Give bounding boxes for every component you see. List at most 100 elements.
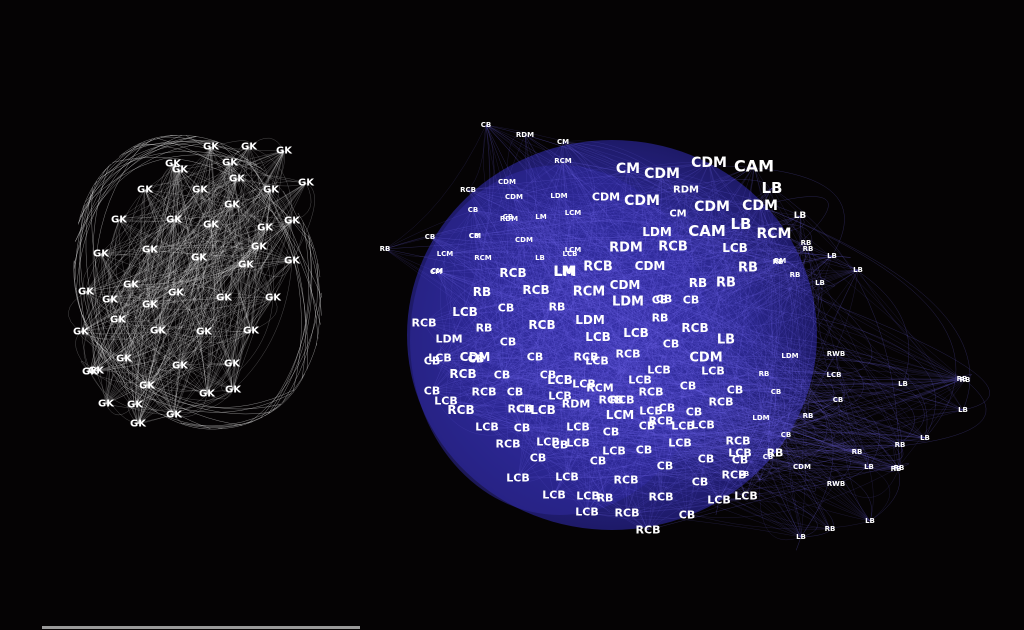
outfield-edge [597, 266, 722, 403]
gk-edge [179, 169, 247, 266]
gk-edge [175, 292, 234, 391]
outfield-edge [625, 265, 656, 481]
outfield-edge [514, 205, 761, 393]
outfield-node-label: RDM [562, 398, 591, 411]
outfield-edge [563, 200, 643, 273]
outfield-edge [627, 353, 769, 458]
outfield-edge [562, 160, 839, 401]
outfield-edge [431, 360, 649, 531]
outfield-edge [460, 301, 629, 411]
outfield-edge [627, 168, 859, 271]
outfield-edge [524, 134, 837, 485]
outfield-edge [646, 355, 791, 427]
outfield-edge [474, 261, 779, 358]
outfield-edge [467, 189, 775, 235]
outfield-edge [534, 230, 708, 358]
gk-edge [137, 169, 181, 425]
goalkeepers-node-label: GK [139, 381, 156, 392]
outfield-edge [685, 189, 742, 225]
outfield-periphery-edge [431, 124, 495, 392]
outfield-edge [537, 443, 741, 459]
outfield-edge [514, 267, 749, 393]
gk-rim-edge [112, 157, 310, 239]
outfield-edge [613, 425, 684, 452]
outfield-edge [483, 181, 509, 393]
gk-edges [68, 134, 323, 430]
goalkeepers-node-label: GK [243, 326, 260, 337]
gk-edge [179, 146, 213, 367]
outfield-edge [542, 395, 809, 417]
gk-edge [80, 150, 285, 333]
outfield-edge [517, 265, 651, 479]
outfield-periphery-edge [540, 216, 629, 401]
outfield-edge [693, 411, 809, 417]
outfield-edge [431, 390, 526, 410]
outfield-edge [605, 196, 859, 271]
outfield-edge [508, 218, 747, 497]
gk-edge [123, 189, 201, 360]
outfield-periphery-edge [643, 355, 802, 451]
outfield-edge [439, 124, 491, 359]
outfield-node-label: CDM [644, 166, 680, 182]
outfield-edge [594, 431, 612, 462]
gk-edge [144, 189, 208, 395]
outfield-edge [435, 271, 521, 410]
outfield-periphery-node-label: LCM [437, 250, 454, 258]
outfield-edge [467, 189, 727, 284]
outfield-edge [583, 378, 668, 409]
outfield-periphery-edge [702, 242, 823, 426]
outfield-node-label: LCB [555, 471, 578, 484]
outfield-edge [483, 327, 871, 522]
gk-edge [137, 220, 293, 425]
outfield-periphery-edge [666, 407, 903, 456]
gk-edge [117, 204, 233, 321]
outfield-edge [639, 269, 859, 381]
outfield-edge [506, 181, 599, 268]
outfield-edge [547, 360, 765, 376]
gk-edge [236, 150, 285, 180]
outfield-edge [583, 269, 859, 385]
gk-edge [179, 365, 208, 395]
outfield-periphery-edge [562, 141, 750, 454]
outfield-edge [534, 356, 900, 469]
outfield-edge [464, 311, 561, 397]
outfield-edge [569, 206, 713, 255]
outfield-edge [572, 212, 963, 380]
outfield-edge [513, 196, 566, 273]
outfield-edge [506, 181, 901, 446]
outfield-edge [505, 307, 762, 419]
outfield-edge [562, 141, 612, 433]
outfield-edge [647, 206, 713, 531]
outfield-edge [626, 389, 736, 514]
gk-edge [157, 162, 231, 332]
outfield-edge [475, 216, 542, 360]
gk-edge [95, 330, 252, 372]
gk-edge [210, 224, 232, 299]
outfield-edge [679, 370, 714, 387]
outfield-edge [474, 235, 641, 381]
outfield-edge [448, 338, 509, 445]
gk-edge [109, 297, 225, 301]
gk-edge [160, 163, 175, 221]
outfield-periphery-edge [694, 260, 819, 329]
outfield-edge [472, 209, 599, 462]
gk-edge [92, 299, 111, 372]
gk-edge [229, 150, 285, 166]
gk-edge [137, 297, 225, 425]
outfield-edge [553, 173, 663, 496]
gk-edge [144, 167, 181, 191]
gk-edge [199, 189, 260, 248]
outfield-edge [524, 134, 781, 262]
goalkeepers-node-label: GK [88, 366, 105, 377]
outfield-edge [559, 200, 643, 381]
gk-edge [157, 330, 233, 365]
outfield-edge [697, 282, 730, 341]
gk-rim-edge [163, 415, 223, 430]
gk-edge [210, 224, 233, 365]
outfield-periphery-edge [514, 391, 870, 469]
outfield-edge [460, 233, 775, 411]
outfield-edge [572, 249, 777, 393]
gk-edge [130, 249, 151, 286]
goalkeepers-node-label: GK [150, 326, 167, 337]
outfield-edge [481, 291, 736, 391]
